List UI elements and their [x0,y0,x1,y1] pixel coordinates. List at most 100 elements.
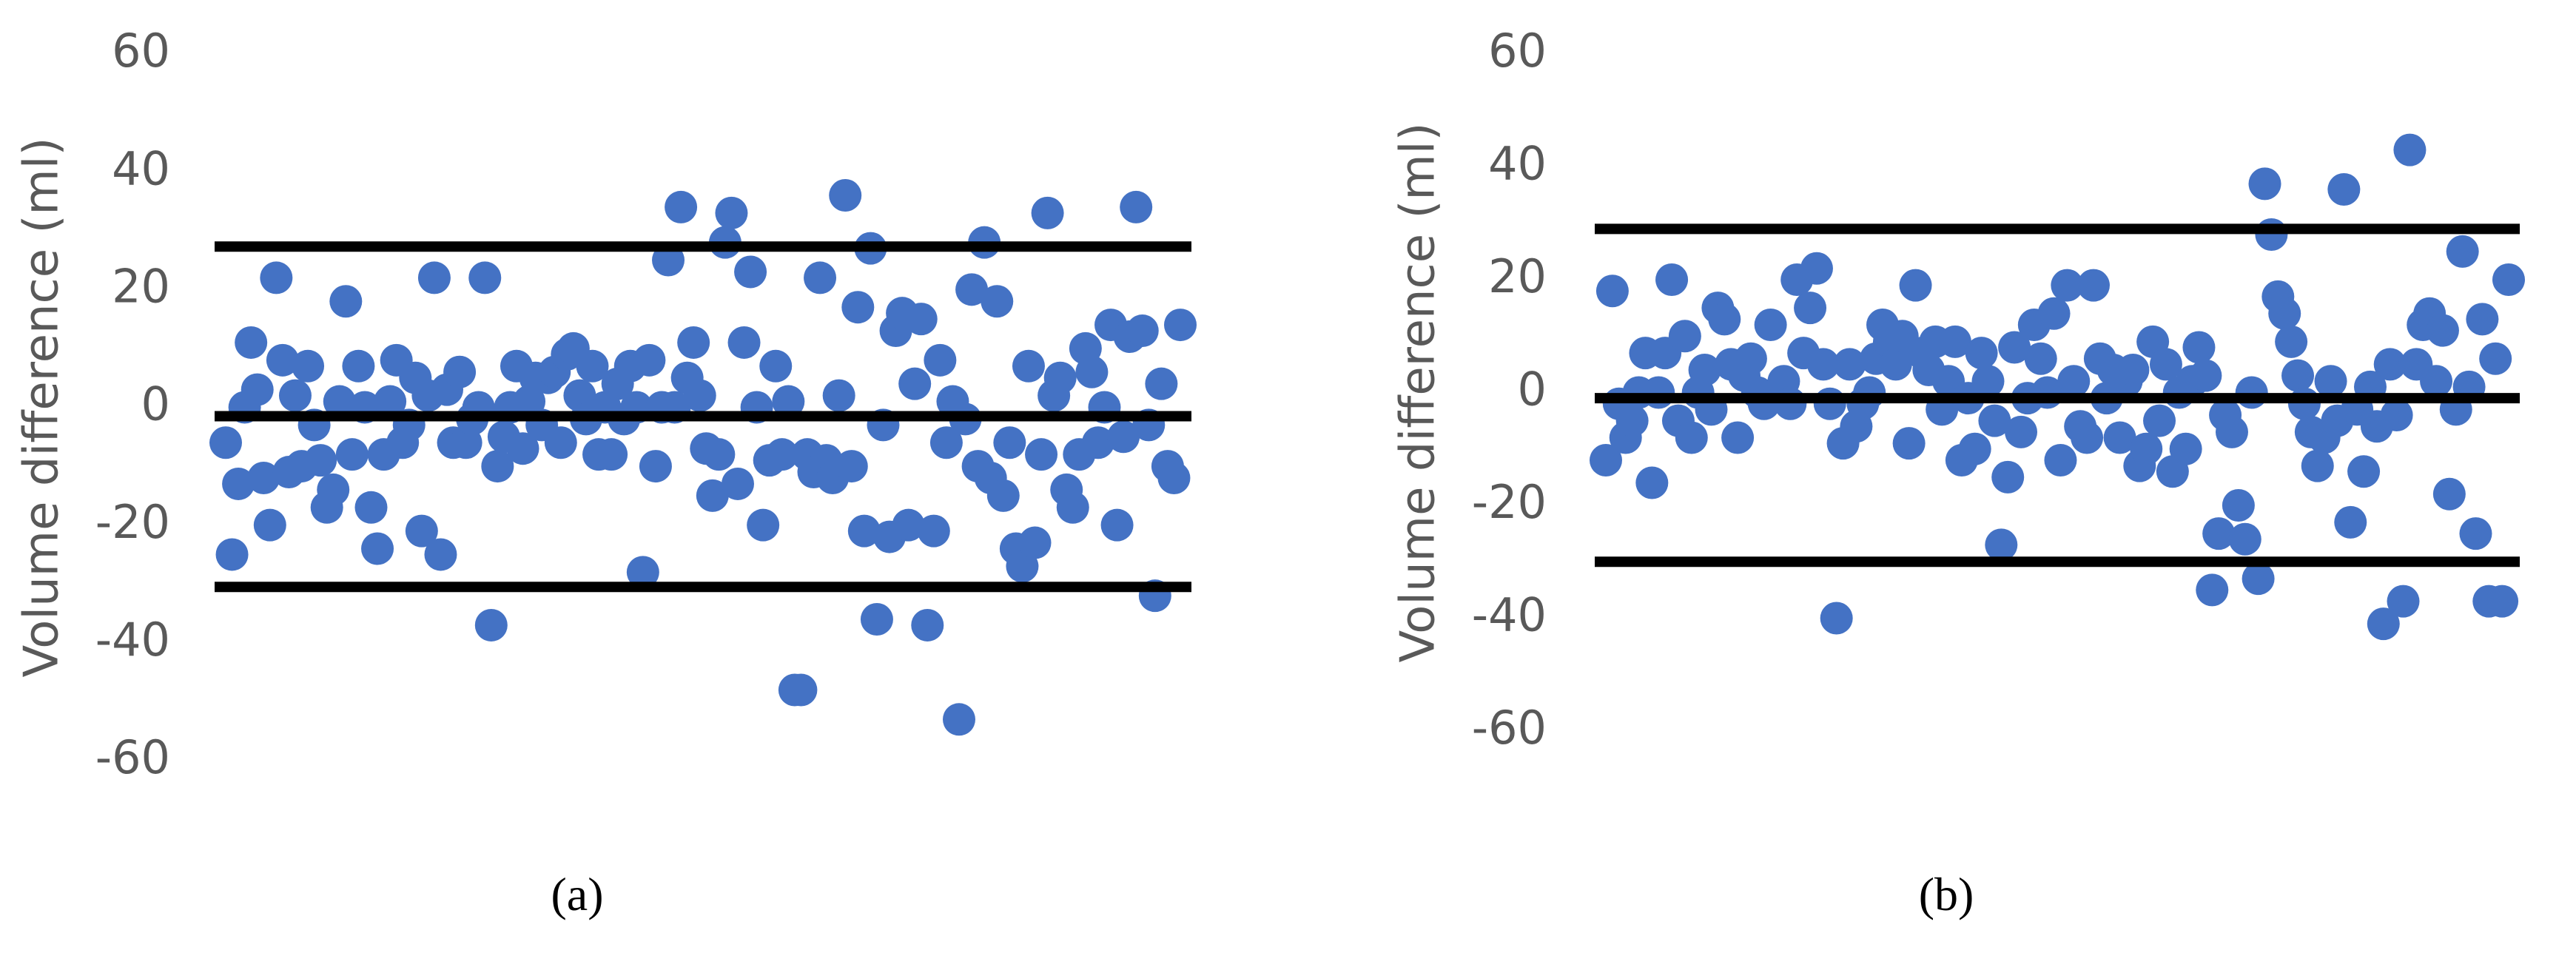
point [2189,359,2222,392]
point [329,285,363,318]
y-axis-label: Volume difference (ml) [1391,122,1446,662]
point [993,426,1026,459]
point [2071,421,2104,454]
point [702,438,736,471]
point [2268,297,2301,330]
point [981,285,1014,318]
point [2235,376,2268,409]
point [2387,585,2420,618]
point [2275,325,2308,358]
point [474,608,508,641]
point [1879,348,1912,381]
point [1145,367,1178,400]
point [639,450,672,483]
point [2215,415,2248,448]
point [247,462,280,494]
point [2196,573,2229,607]
point [278,379,312,412]
point [2466,303,2499,336]
y-axis-label: Volume difference (ml) [15,137,70,677]
point [361,532,394,565]
y-tick-label: -60 [1472,701,1547,755]
point [841,291,875,324]
point [2287,387,2321,420]
point [784,673,818,707]
point [727,326,761,359]
point [2222,489,2255,522]
point [2255,218,2288,251]
point [772,385,805,418]
point [1100,508,1134,542]
point [1120,190,1153,223]
point [2334,505,2367,539]
point [544,426,577,459]
point [847,514,881,548]
point [1075,355,1109,388]
point [1853,376,1886,409]
point [1892,427,1926,460]
point [1774,387,1807,420]
point [955,273,989,306]
point [2103,421,2136,454]
y-tick-label: -20 [1472,475,1547,529]
point [595,438,628,471]
point [468,261,502,294]
point [892,508,925,542]
point [2281,359,2315,392]
point [2373,348,2407,381]
point [626,556,659,589]
point [1164,309,1197,342]
point [1985,528,2018,562]
point [235,326,268,359]
point [2420,365,2453,398]
point [304,444,337,477]
point [917,514,950,548]
point [911,608,944,641]
point [696,479,729,512]
point [1590,444,1622,477]
point [209,426,242,459]
point [683,379,716,412]
point [721,467,754,500]
y-tick-label: -20 [95,495,170,549]
point [1899,269,1932,302]
point [2130,432,2163,465]
point [1806,348,1840,381]
point [765,438,798,471]
point [443,355,477,388]
point [2143,404,2176,437]
point [2248,167,2281,201]
point [222,467,255,500]
point [2459,517,2492,550]
point [1734,342,1767,375]
point [633,343,666,377]
point [2076,269,2110,302]
point [860,603,893,636]
point [1126,314,1159,348]
point [898,367,932,400]
point [323,385,356,418]
point [734,255,767,289]
point [2367,607,2400,641]
point [929,426,963,459]
point [317,473,350,506]
point [481,450,514,483]
point [804,261,837,294]
point [1800,252,1833,285]
point [2301,449,2334,482]
point [1668,320,1701,353]
point [1938,325,1971,358]
point [1043,361,1077,394]
point [1056,491,1089,524]
point [2037,297,2071,330]
point [354,491,388,524]
point [677,326,710,359]
point [1107,420,1140,454]
point [2380,399,2413,431]
chart: -60 -40 -20 0 20 40 60 Volume difference (ml) (a… [15,24,1197,920]
point [417,261,451,294]
point [1025,438,1058,471]
point [1615,404,1649,437]
point [335,438,369,471]
